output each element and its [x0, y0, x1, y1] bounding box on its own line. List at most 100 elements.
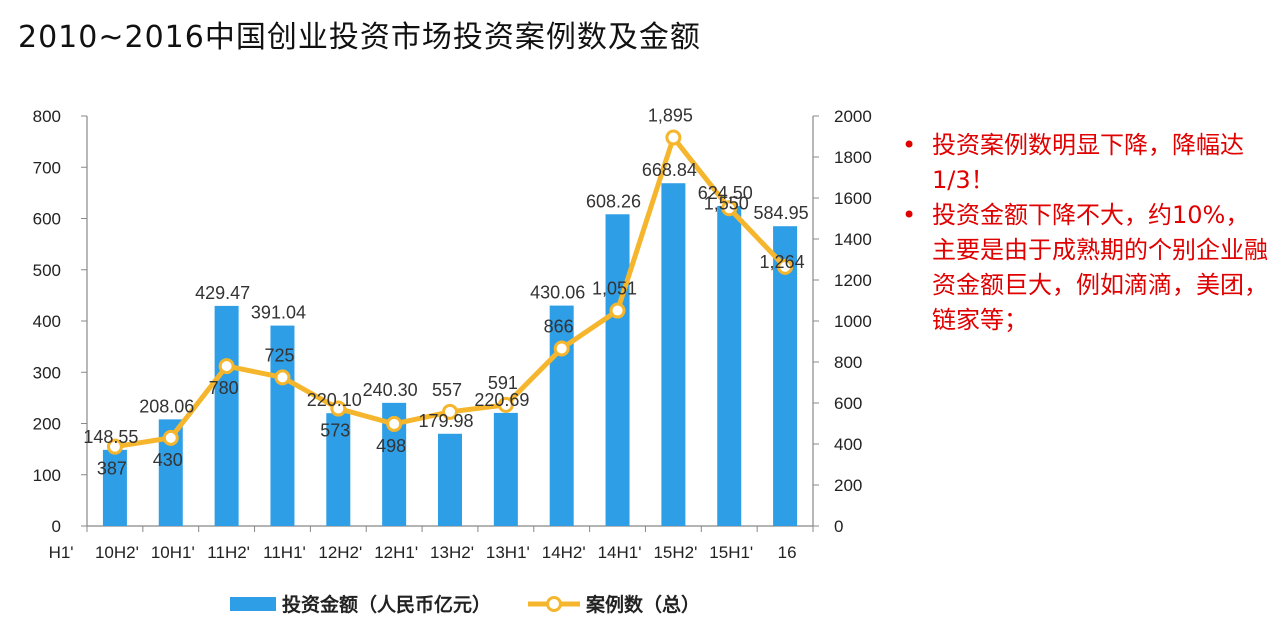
- x-tick-label: H1': [49, 543, 74, 562]
- bullet-icon: •: [902, 131, 917, 159]
- legend-bar-swatch: [230, 597, 276, 611]
- notes-list: • 投资案例数明显下降，降幅达1/3！ • 投资金额下降不大，约10%，主要是由…: [900, 128, 1270, 338]
- y-left-tick-label: 500: [33, 261, 61, 280]
- legend: 投资金额（人民币亿元） 案例数（总）: [230, 593, 700, 616]
- line-value-label: 591: [488, 373, 518, 393]
- note-item: • 投资案例数明显下降，降幅达1/3！: [900, 128, 1270, 198]
- axes: 0 100 200 300 400 500 600 700 800 0 200 400 600 800 10…: [33, 107, 872, 562]
- bar: [661, 183, 686, 527]
- y-right-tick-label: 1000: [834, 312, 872, 331]
- x-tick-label: 13H2': [430, 543, 474, 562]
- bar: [438, 433, 462, 526]
- bar-value-label: 430.06: [530, 283, 585, 303]
- x-tick-label: 12H2': [318, 543, 362, 562]
- bar-value-label: 240.30: [363, 380, 418, 400]
- y-right-tick-label: 400: [834, 435, 862, 454]
- y-right-tick-label: 1200: [834, 271, 872, 290]
- y-right-tick-label: 2000: [834, 107, 872, 126]
- x-tick-label: 10H2': [95, 543, 139, 562]
- line-point: [665, 129, 682, 146]
- line-point: [106, 438, 123, 455]
- legend-line-marker: [546, 596, 562, 612]
- x-tick-label: 16: [778, 543, 797, 562]
- bar-series: [102, 183, 798, 527]
- bullet-icon: •: [902, 201, 917, 229]
- line-value-label: 573: [320, 421, 350, 441]
- line-point: [274, 369, 291, 386]
- y-left-tick-label: 0: [52, 517, 61, 536]
- line-value-label: 1,550: [704, 193, 749, 213]
- bar-value-label: 429.47: [195, 283, 250, 303]
- legend-bar-label: 投资金额（人民币亿元）: [282, 593, 491, 616]
- bar-value-label: 220.10: [307, 390, 362, 410]
- line-value-label: 498: [376, 436, 406, 456]
- y-right-tick-label: 0: [834, 517, 843, 536]
- line-point: [553, 340, 570, 357]
- line-point: [777, 258, 794, 275]
- bar-value-label: 668.84: [642, 160, 697, 180]
- x-tick-label: 12H1': [374, 543, 418, 562]
- line-point: [162, 429, 179, 446]
- y-right-tick-label: 200: [834, 476, 862, 495]
- note-text: 投资案例数明显下降，降幅达1/3！: [932, 131, 1244, 194]
- line-value-label: 1,051: [592, 279, 637, 299]
- line-point: [497, 396, 514, 413]
- y-left-tick-label: 800: [33, 107, 61, 126]
- bar-value-label: 624.50: [698, 183, 753, 203]
- x-tick-label: 14H1': [598, 543, 642, 562]
- line-point: [609, 302, 626, 319]
- line-value-label: 557: [432, 380, 462, 400]
- line-value-label: 866: [544, 316, 574, 336]
- line-value-label: 430: [153, 450, 183, 470]
- y-right-tick-label: 600: [834, 394, 862, 413]
- bar: [717, 205, 742, 526]
- x-tick-label: 13H1': [486, 543, 530, 562]
- line-series: [106, 129, 794, 455]
- y-left-tick-label: 100: [33, 466, 61, 485]
- line-point: [218, 358, 235, 375]
- line-point: [330, 400, 347, 417]
- x-tick-label: 14H2': [542, 543, 586, 562]
- page-title: 2010~2016中国创业投资市场投资案例数及金额: [18, 20, 701, 55]
- line-point: [442, 403, 458, 420]
- line-value-label: 1,895: [648, 106, 693, 126]
- bar: [773, 226, 798, 526]
- line-value-label: 1,264: [760, 252, 805, 272]
- bar-value-label: 608.26: [586, 191, 641, 211]
- y-left-tick-label: 300: [33, 363, 61, 382]
- y-right-tick-label: 1400: [834, 230, 872, 249]
- line-point: [721, 200, 738, 217]
- bar: [326, 413, 351, 526]
- bar: [605, 214, 630, 526]
- y-left-tick-label: 400: [33, 312, 61, 331]
- bar: [493, 412, 518, 526]
- combo-chart: 0 100 200 300 400 500 600 700 800 0 200 400 600 800 10…: [33, 106, 872, 616]
- y-left-tick-label: 700: [33, 158, 61, 177]
- bar-value-label: 208.06: [139, 396, 194, 416]
- x-tick-label: 15H1': [709, 543, 753, 562]
- bar-value-label: 179.98: [418, 411, 473, 431]
- y-right-tick-label: 1600: [834, 189, 872, 208]
- x-tick-label: 10H1': [151, 543, 195, 562]
- y-left-tick-label: 600: [33, 210, 61, 229]
- x-tick-label: 11H1': [263, 543, 306, 562]
- x-tick-label: 11H2': [207, 543, 250, 562]
- bar: [214, 305, 239, 526]
- bar-value-label: 391.04: [251, 303, 306, 323]
- x-tick-label: 15H2': [653, 543, 697, 562]
- note-item: • 投资金额下降不大，约10%，主要是由于成熟期的个别企业融资金额巨大，例如滴滴…: [900, 198, 1270, 338]
- y-right-tick-label: 800: [834, 353, 862, 372]
- bar-value-label: 584.95: [754, 203, 809, 223]
- bar-value-label: 148.55: [83, 427, 138, 447]
- y-left-tick-label: 200: [33, 415, 61, 434]
- bar-value-label: 220.69: [474, 390, 529, 410]
- line-value-label: 387: [97, 459, 127, 479]
- bar: [270, 325, 295, 526]
- note-text: 投资金额下降不大，约10%，主要是由于成熟期的个别企业融资金额巨大，例如滴滴，美…: [932, 201, 1268, 334]
- y-right-tick-label: 1800: [834, 148, 872, 167]
- legend-line-label: 案例数（总）: [585, 593, 700, 616]
- bar: [549, 305, 574, 526]
- bar: [102, 449, 127, 526]
- line-point: [386, 415, 403, 432]
